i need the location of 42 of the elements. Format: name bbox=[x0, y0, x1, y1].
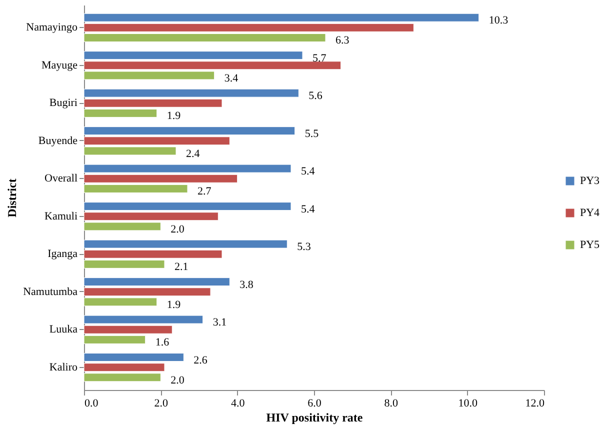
data-label: 5.5 bbox=[304, 128, 320, 140]
x-tick-label: 12.0 bbox=[525, 398, 545, 410]
data-label: 2.0 bbox=[170, 374, 185, 386]
data-label: 2.4 bbox=[186, 148, 200, 160]
y-axis-title: District bbox=[5, 178, 20, 218]
data-label: 2.1 bbox=[174, 261, 188, 274]
data-label: 5.6 bbox=[308, 90, 323, 102]
y-tick-label: Buyende bbox=[38, 134, 78, 147]
x-axis-title: HIV positivity rate bbox=[266, 410, 364, 424]
x-tick-label: 2.0 bbox=[154, 398, 169, 410]
legend-label: PY4 bbox=[580, 207, 600, 219]
legend-label: PY5 bbox=[580, 239, 600, 251]
x-tick-label: 0.0 bbox=[84, 398, 99, 410]
data-label: 1.6 bbox=[155, 336, 170, 349]
y-tick-label: Kaliro bbox=[49, 361, 78, 374]
data-label: 2.7 bbox=[198, 186, 212, 198]
y-tick-label: Namayingo bbox=[26, 22, 78, 34]
data-label: 5.4 bbox=[301, 203, 316, 216]
data-label: 1.9 bbox=[166, 110, 182, 122]
x-tick-label: 8.0 bbox=[384, 398, 399, 410]
y-tick-label: Luuka bbox=[49, 324, 78, 336]
x-tick-label: 6.0 bbox=[308, 398, 322, 410]
data-label: 5.7 bbox=[312, 52, 327, 64]
y-tick-label: Bugiri bbox=[49, 97, 78, 110]
y-tick-label: Iganga bbox=[48, 248, 78, 260]
x-tick-label: 10.0 bbox=[458, 398, 478, 410]
data-label: 5.4 bbox=[301, 166, 316, 178]
data-label: 3.1 bbox=[212, 316, 227, 329]
legend-label: PY3 bbox=[580, 175, 600, 187]
data-label: 10.3 bbox=[488, 14, 509, 27]
data-label: 2.6 bbox=[194, 354, 208, 366]
y-tick-label: Mayuge bbox=[41, 59, 78, 72]
data-label: 1.9 bbox=[166, 298, 182, 311]
data-label: 3.8 bbox=[240, 278, 254, 291]
x-tick-label: 4.0 bbox=[230, 398, 246, 410]
y-tick-label: Kamuli bbox=[44, 210, 78, 222]
data-label: 2.0 bbox=[170, 223, 185, 236]
data-label: 3.4 bbox=[224, 72, 239, 84]
y-tick-label: Namutumba bbox=[23, 286, 78, 298]
y-tick-label: Overall bbox=[44, 172, 78, 185]
data-label: 6.3 bbox=[336, 34, 350, 47]
data-label: 5.3 bbox=[297, 241, 312, 254]
